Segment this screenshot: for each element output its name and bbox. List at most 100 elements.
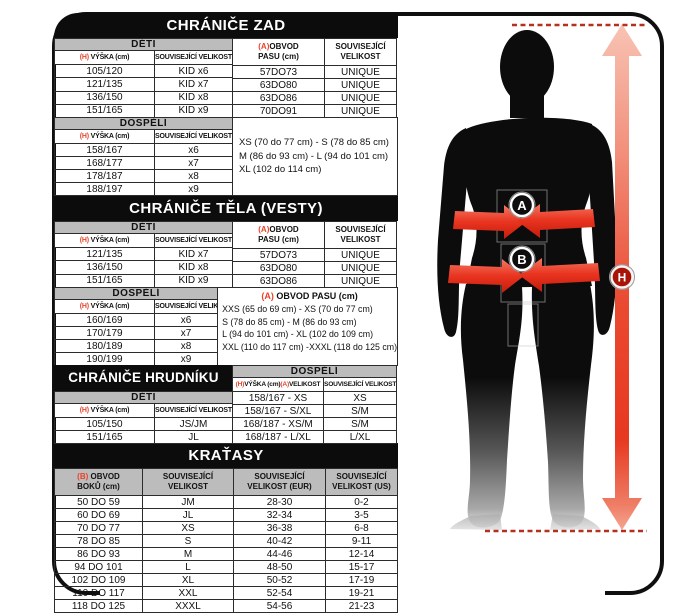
table-cell: 52-54 <box>233 586 326 600</box>
hip-band-b <box>448 258 600 293</box>
table-cell: 188/197 <box>54 182 155 196</box>
zad-children-waist-table: (A)OBVOD PASU (cm) SOUVISEJÍCÍ VELIKOST 57… <box>232 38 397 118</box>
table-cell: 190/199 <box>54 352 155 366</box>
size-range-line: XXL (110 do 117 cm) -XXXL (118 do 125 cm… <box>222 341 397 352</box>
table-cell: 15-17 <box>325 560 398 574</box>
table-row: 86 DO 93 M 44-46 12-14 <box>54 547 398 561</box>
table-cell: 17-19 <box>325 573 398 587</box>
table-cell: 118 DO 125 <box>54 599 143 613</box>
table-cell: 40-42 <box>233 534 326 548</box>
table-row: 121/135 KID x7 <box>54 77 233 92</box>
table-cell: x7 <box>154 156 233 170</box>
body-silhouette-graphic: A B H <box>437 23 647 533</box>
table-cell: XS <box>323 391 397 405</box>
measure-a-badge: A <box>508 191 536 219</box>
table-row: 70 DO 77 XS 36-38 6-8 <box>54 521 398 535</box>
waist-label-1: OBVOD <box>269 42 299 51</box>
table-cell: XS <box>142 521 234 535</box>
badge-h-letter: H <box>618 271 627 285</box>
table-row: 78 DO 85 S 40-42 9-11 <box>54 534 398 548</box>
hrudnik-adults-col-height-size: (H)VÝŠKA (cm)(A)VELIKOST <box>232 377 324 392</box>
vesty-adults-band: DOSPĚLÍ <box>53 287 219 300</box>
badge-a-letter: A <box>517 198 527 213</box>
table-cell: 102 DO 109 <box>54 573 143 587</box>
size-us-label-2: VELIKOST (US) <box>332 482 391 491</box>
table-row: 136/150 KID x8 <box>54 260 233 275</box>
table-cell: 121/135 <box>54 77 155 92</box>
zad-children-col-height: (H) VÝŠKA (cm) <box>54 50 155 65</box>
h-marker: (H) <box>79 303 89 310</box>
table-row: 160/169 x6 <box>54 313 219 327</box>
vesty-children-table: DĚTI (H) VÝŠKA (cm) SOUVISEJÍCÍ VELIKOST… <box>54 221 233 289</box>
table-cell: 160/169 <box>54 313 155 327</box>
size-us-label-1: SOUVISEJÍCÍ <box>336 471 387 481</box>
zad-children-block: DĚTI (H) VÝŠKA (cm) SOUVISEJÍCÍ VELIKOST… <box>54 38 398 119</box>
table-cell: 50 DO 59 <box>54 495 143 509</box>
table-cell: 60 DO 69 <box>54 508 143 522</box>
table-cell: KID x8 <box>154 260 233 275</box>
zad-related-size-col: SOUVISEJÍCÍ VELIKOST <box>324 38 397 66</box>
table-row: 105/150 JS/JM <box>54 417 233 431</box>
table-cell: 57DO73 <box>232 65 325 79</box>
table-cell: 70DO91 <box>232 104 325 118</box>
table-cell: 168/177 <box>54 156 155 170</box>
table-cell: KID x7 <box>154 246 233 262</box>
table-cell: XXL <box>142 586 234 600</box>
measurement-figure-panel: A B H <box>400 0 700 608</box>
hrudnik-children-col-height: (H) VÝŠKA (cm) <box>54 403 155 418</box>
vesty-children-band: DĚTI <box>54 221 233 234</box>
section-title-back-protectors: CHRÁNIČE ZAD <box>54 13 398 38</box>
table-cell: 105/120 <box>54 63 155 79</box>
table-cell: 12-14 <box>325 547 398 561</box>
table-row: 70DO91 UNIQUE <box>232 104 397 118</box>
size-range-line: XL (102 do 114 cm) <box>239 164 322 176</box>
table-cell: 21-23 <box>325 599 398 613</box>
table-row: 188/197 x9 <box>54 182 233 196</box>
table-cell: 54-56 <box>233 599 326 613</box>
table-cell: 151/165 <box>54 103 155 119</box>
vesty-waist-header: (A) OBVOD PASU (cm) <box>222 289 397 303</box>
a-marker: (A) <box>261 291 274 301</box>
table-cell: KID x9 <box>154 273 233 289</box>
table-cell: 63DO86 <box>232 91 325 105</box>
measure-h-badge: H <box>609 264 635 290</box>
waist-header-label: OBVOD PASU (cm) <box>273 291 358 301</box>
table-cell: S/M <box>323 417 397 431</box>
table-row: 190/199 x9 <box>54 352 219 366</box>
table-cell: 121/135 <box>54 246 155 262</box>
table-cell: 19-21 <box>325 586 398 600</box>
table-cell: 151/165 <box>54 273 155 289</box>
vesty-adults-table: DOSPĚLÍ (H) VÝŠKA (cm) SOUVISEJÍCÍ VELIK… <box>53 287 219 366</box>
table-cell: 180/189 <box>54 339 155 353</box>
table-cell: 50-52 <box>233 573 326 587</box>
table-cell: UNIQUE <box>324 65 397 79</box>
zad-children-table: DĚTI (H) VÝŠKA (cm) SOUVISEJÍCÍ VELIKOST… <box>54 38 233 119</box>
zad-adults-table: DOSPĚLÍ (H) VÝŠKA (cm) SOUVISEJÍCÍ VELIK… <box>54 117 233 196</box>
h-marker: (H) <box>235 381 245 388</box>
table-cell: UNIQUE <box>324 91 397 105</box>
table-cell: 48-50 <box>233 560 326 574</box>
table-cell: KID x9 <box>154 103 233 119</box>
size-label-1: SOUVISEJÍCÍ <box>162 471 214 481</box>
table-row: 63DO80 UNIQUE <box>232 78 397 92</box>
table-cell: XXXL <box>142 599 234 613</box>
size-range-line: L (94 do 101 cm) - XL (102 do 109 cm) <box>222 329 374 340</box>
table-cell: 63DO80 <box>232 261 325 275</box>
table-cell: x8 <box>153 339 219 353</box>
height-label: VÝŠKA (cm) <box>244 381 281 388</box>
table-cell: 105/150 <box>54 417 155 431</box>
table-cell: S/M <box>323 404 397 418</box>
table-row: 50 DO 59 JM 28-30 0-2 <box>54 495 398 509</box>
h-marker: (H) <box>79 407 89 414</box>
waist-band-a <box>453 204 595 239</box>
height-label: VÝŠKA (cm) <box>90 237 130 244</box>
table-cell: JL <box>154 430 233 444</box>
size-range-line: M (86 do 93 cm) - L (94 do 101 cm) <box>239 150 389 162</box>
table-row: 63DO80 UNIQUE <box>232 261 397 275</box>
table-cell: XL <box>142 573 234 587</box>
hrudnik-children-table: DĚTI (H) VÝŠKA (cm) SOUVISEJÍCÍ VELIKOST… <box>54 391 233 444</box>
table-cell: KID x6 <box>154 63 233 79</box>
table-cell: 28-30 <box>233 495 326 509</box>
section-title-body-protectors: CHRÁNIČE TĚLA (VESTY) <box>54 196 398 221</box>
table-cell: 94 DO 101 <box>54 560 143 574</box>
